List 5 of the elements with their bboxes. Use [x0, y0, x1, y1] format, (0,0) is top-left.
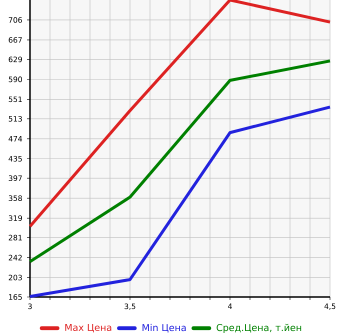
legend-label: Сред.Цена, т.йен — [216, 324, 302, 333]
line-series — [28, 0, 332, 228]
legend-label: Min Цена — [142, 324, 186, 333]
line-series — [28, 59, 332, 264]
legend-label: Max Цена — [65, 324, 112, 332]
